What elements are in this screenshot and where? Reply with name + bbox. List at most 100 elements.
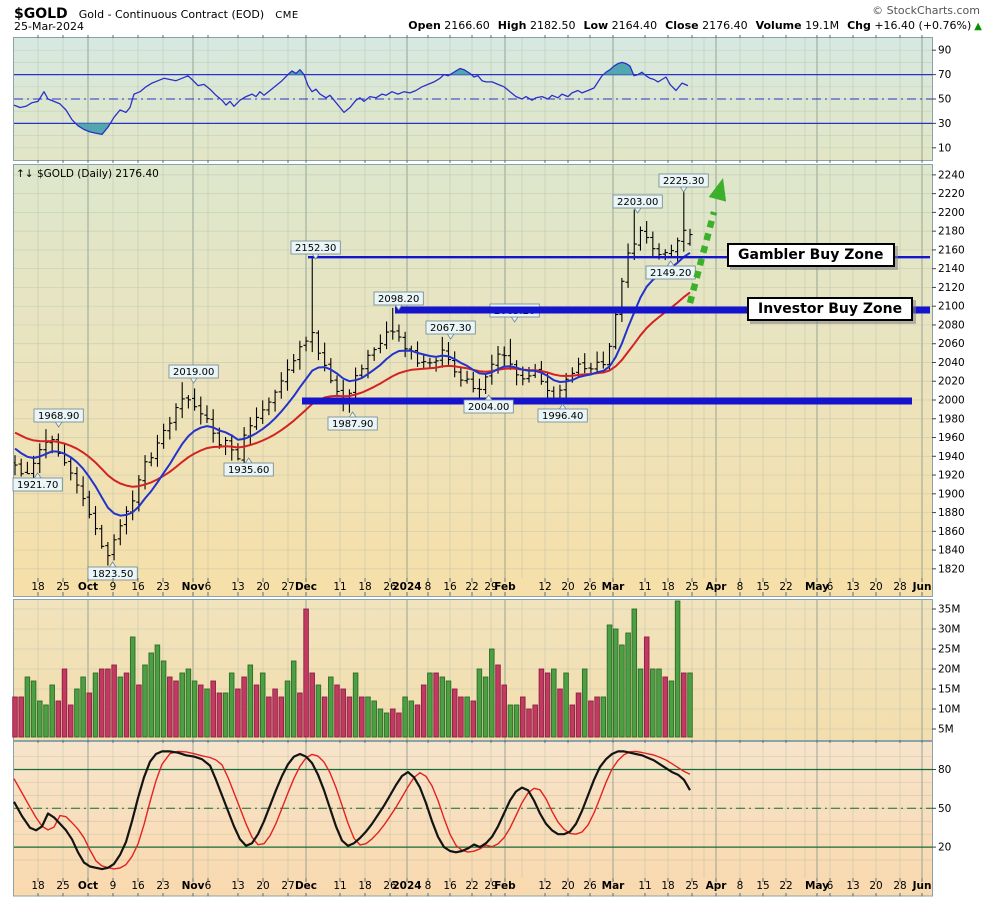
ohlc-bar	[185, 395, 191, 409]
candlesticks	[14, 188, 693, 566]
y-axis-tick-label: 70	[938, 69, 951, 81]
volume-bar	[390, 708, 396, 738]
x-axis-tick-label: Apr	[706, 581, 728, 593]
x-axis-tick-label: 28	[893, 880, 906, 892]
volume-bar	[321, 696, 328, 738]
ohlc-bar	[445, 342, 452, 365]
volume-bar	[532, 704, 538, 738]
quote-label-volume: Volume	[755, 19, 802, 32]
ohlc-bar	[650, 231, 656, 257]
volume-bar	[371, 700, 377, 738]
volume-bar	[427, 672, 433, 738]
volume-bar	[402, 696, 408, 738]
svg-text:2203.00: 2203.00	[617, 197, 658, 208]
y-axis-tick-label: 2180	[938, 226, 965, 238]
x-axis-tick-label: 25	[685, 581, 698, 593]
ohlc-bar	[414, 341, 421, 367]
y-axis-tick-label: 1860	[938, 526, 965, 538]
price-callout: 2098.20	[373, 291, 424, 311]
volume-bar	[359, 696, 365, 738]
ohlc-bar	[334, 375, 340, 398]
x-axis-tick-label: 16	[443, 581, 457, 593]
volume-bars	[12, 600, 693, 738]
y-axis-tick-label: 1960	[938, 432, 965, 444]
price-callout: 2225.30	[658, 173, 709, 193]
ohlc-bar	[637, 226, 644, 251]
x-axis-tick-label: 12	[538, 880, 551, 892]
volume-bar	[98, 668, 105, 738]
volume-bar	[526, 708, 532, 738]
volume-bar	[352, 672, 359, 738]
volume-bar	[80, 676, 86, 738]
y-axis-tick-label: 2140	[938, 263, 965, 275]
volume-bar	[216, 692, 223, 738]
ohlc-bar	[458, 366, 464, 387]
fast-ma-line	[14, 251, 691, 517]
horizontal-gridlines	[14, 49, 932, 861]
volume-bar	[581, 668, 588, 738]
x-axis-tick-label: 22	[779, 880, 792, 892]
x-axis-tick-label: 11	[333, 880, 346, 892]
volume-bar	[625, 632, 631, 738]
y-axis-tick-label: 50	[938, 803, 951, 815]
stoch-k-line	[13, 750, 691, 871]
x-axis-tick-label: 13	[846, 581, 859, 593]
quote-value-high: 2182.50	[526, 19, 576, 32]
volume-bar	[643, 636, 650, 738]
x-axis-tick-label: 22	[465, 880, 478, 892]
volume-bar	[136, 684, 142, 738]
x-axis-tick-label: Mar	[602, 880, 626, 892]
x-axis-tick-label: May	[805, 581, 829, 593]
svg-text:1935.60: 1935.60	[228, 465, 269, 476]
ohlc-bar	[266, 397, 272, 416]
x-axis-tick-label: 22	[779, 581, 792, 593]
volume-bar	[111, 664, 117, 738]
volume-bar	[637, 668, 644, 738]
volume-bar	[278, 696, 285, 738]
volume-bar	[458, 696, 464, 738]
ohlc-bar	[278, 372, 284, 399]
volume-bar	[49, 684, 55, 738]
x-axis-tick-label: 26	[383, 880, 397, 892]
slow-ma-line	[14, 291, 691, 488]
x-axis-tick-label: 26	[583, 880, 597, 892]
ohlc-bar	[303, 336, 309, 352]
stoch-d-line	[13, 750, 691, 870]
volume-bar	[588, 700, 594, 738]
price-callout: 2152.30	[290, 240, 341, 260]
y-axis-tick-label: 1980	[938, 413, 965, 425]
ohlc-bar	[619, 277, 625, 322]
volume-bar	[340, 688, 346, 738]
volume-bar	[297, 692, 303, 738]
ohlc-bar	[24, 461, 30, 475]
y-axis-tick-label: 90	[938, 45, 951, 57]
ohlc-bar	[681, 188, 687, 252]
volume-bar	[408, 700, 415, 738]
volume-bar	[67, 704, 74, 738]
x-axis-tick-label: 2024	[392, 581, 421, 593]
volume-bar	[284, 680, 291, 738]
volume-bar	[173, 680, 179, 738]
volume-bar	[551, 668, 557, 738]
svg-text:1987.90: 1987.90	[332, 419, 373, 430]
x-axis-tick-label: Jun	[912, 880, 932, 892]
volume-bar	[520, 696, 526, 738]
moving-averages	[14, 251, 691, 517]
ohlc-bar	[377, 334, 383, 354]
volume-bar	[445, 680, 452, 738]
x-axis-tick-label: 11	[638, 880, 651, 892]
x-axis-tick-label: 22	[465, 581, 478, 593]
volume-bar	[563, 672, 569, 738]
ohlc-bar	[501, 346, 507, 366]
x-axis-tick-label: 16	[131, 880, 145, 892]
ohlc-bar	[613, 310, 619, 350]
ohlc-bar	[507, 338, 514, 370]
ohlc-bar	[464, 370, 470, 384]
y-axis-tick-label: 2200	[938, 207, 965, 219]
ohlc-bar	[191, 388, 198, 411]
ohlc-bar	[371, 347, 377, 361]
y-axis-tick-label: 1940	[938, 451, 965, 463]
volume-bar	[86, 692, 93, 738]
ohlc-bar	[235, 443, 241, 461]
volume-bar	[476, 668, 483, 738]
